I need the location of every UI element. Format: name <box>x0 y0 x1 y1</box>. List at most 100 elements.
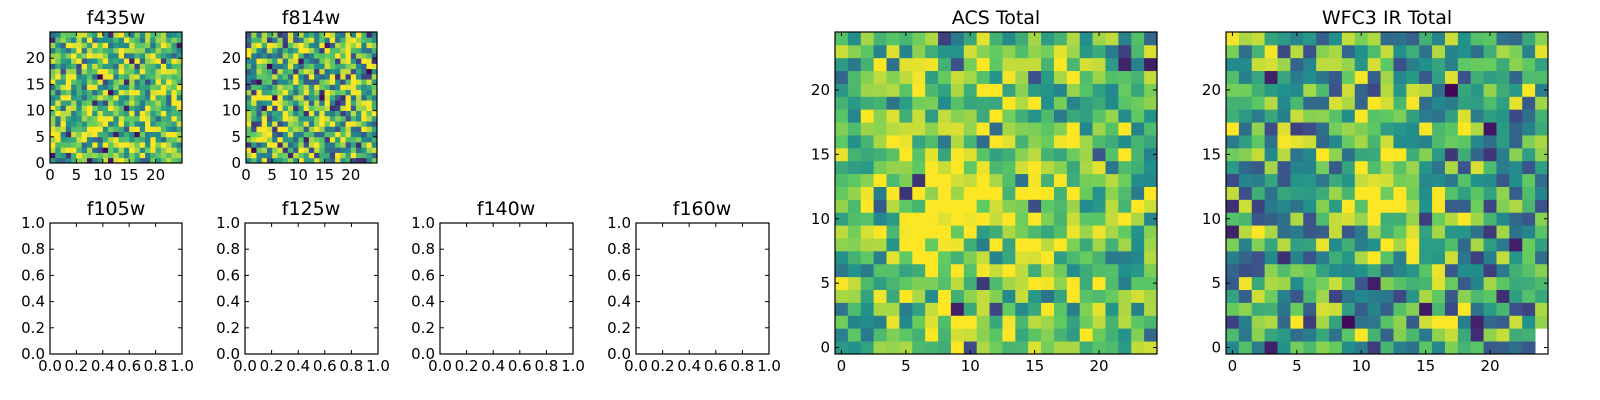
heatmap-cell <box>1367 250 1381 265</box>
heatmap-cell <box>50 126 56 132</box>
heatmap-cell <box>102 136 109 143</box>
heatmap-cell <box>912 83 926 97</box>
heatmap-cell <box>298 115 305 122</box>
heatmap-cell <box>287 89 294 96</box>
heatmap-cell <box>266 105 273 111</box>
heatmap-cell <box>1470 186 1484 200</box>
heatmap-cell <box>1118 70 1132 84</box>
heatmap-cell <box>886 83 900 97</box>
heatmap-cell <box>1316 70 1330 84</box>
heatmap-cell <box>303 79 310 85</box>
heatmap-cell <box>873 276 887 290</box>
heatmap-cell <box>1238 199 1253 213</box>
heatmap-cell <box>102 32 109 38</box>
heatmap-cell <box>1393 32 1407 46</box>
heatmap-cell <box>261 68 268 75</box>
heatmap-cell <box>134 115 141 122</box>
heatmap-cell <box>287 52 294 59</box>
heatmap-cell <box>86 100 93 106</box>
heatmap-cell <box>1092 212 1106 226</box>
heatmap-cell <box>150 131 156 138</box>
heatmap-cell <box>272 47 278 54</box>
heatmap-cell <box>1131 122 1145 136</box>
heatmap-cell <box>1226 225 1240 239</box>
heatmap-cell <box>1092 44 1106 59</box>
heatmap-cell <box>145 37 151 43</box>
heatmap-cell <box>1432 302 1446 316</box>
heatmap-cell <box>1092 341 1106 355</box>
heatmap-cell <box>847 263 862 278</box>
heatmap-cell <box>1380 70 1394 84</box>
heatmap-cell <box>350 121 357 127</box>
heatmap-cell <box>989 122 1003 136</box>
heatmap-cell <box>171 121 178 127</box>
heatmap-cell <box>350 52 357 59</box>
heatmap-cell <box>356 126 362 132</box>
heatmap-cell <box>1053 225 1068 239</box>
heatmap-cell <box>1131 147 1145 162</box>
heatmap-cell <box>1015 302 1029 316</box>
heatmap-cell <box>1053 32 1068 46</box>
heatmap-cell <box>1316 315 1330 329</box>
heatmap-cell <box>925 83 939 97</box>
heatmap-cell <box>251 105 257 111</box>
heatmap-cell <box>92 100 98 106</box>
heatmap-cell <box>1522 199 1536 213</box>
heatmap-cell <box>102 68 109 75</box>
heatmap-cell <box>293 47 299 54</box>
heatmap-cell <box>1483 173 1497 187</box>
heatmap-cell <box>108 79 114 85</box>
heatmap-cell <box>314 126 320 132</box>
heatmap-cell <box>71 58 77 64</box>
heatmap-cell <box>1028 302 1042 316</box>
heatmap-cell <box>171 136 178 143</box>
heatmap-cell <box>1303 276 1317 290</box>
heatmap-cell <box>129 105 135 111</box>
heatmap-cell <box>912 199 926 213</box>
heatmap-cell <box>860 199 875 213</box>
heatmap-cell <box>1316 83 1330 97</box>
heatmap-cell <box>925 135 939 149</box>
heatmap-cell <box>145 89 151 96</box>
heatmap-cell <box>1118 173 1132 187</box>
heatmap-cell <box>1131 238 1145 252</box>
heatmap-cell <box>171 68 178 75</box>
heatmap-cell <box>60 115 67 122</box>
heatmap-cell <box>261 110 268 117</box>
heatmap-cell <box>1341 96 1356 110</box>
heatmap-cell <box>81 94 88 101</box>
heatmap-cell <box>314 110 320 117</box>
heatmap-cell <box>912 44 926 59</box>
heatmap-cell <box>1432 70 1446 84</box>
heatmap-cell <box>1419 83 1433 97</box>
heatmap-cell <box>1251 212 1266 226</box>
heatmap-cells-f435w <box>50 32 183 164</box>
heatmap-cell <box>55 136 61 143</box>
heatmap-cell <box>303 89 310 96</box>
heatmap-cell <box>847 212 862 226</box>
heatmap-cell <box>65 73 72 80</box>
heatmap-cell <box>102 147 109 153</box>
heatmap-cell <box>1251 135 1266 149</box>
heatmap-cell <box>1367 96 1381 110</box>
heatmap-cell <box>324 63 331 70</box>
heatmap-cell <box>129 147 135 153</box>
heatmap-cell <box>277 47 284 54</box>
heatmap-cell <box>873 263 887 278</box>
heatmap-cell <box>1105 96 1119 110</box>
heatmap-cell <box>246 47 252 54</box>
heatmap-cell <box>1367 341 1381 355</box>
heatmap-cell <box>356 32 362 38</box>
heatmap-cell <box>886 289 900 303</box>
heatmap-cell <box>266 94 273 101</box>
heatmap-cell <box>123 100 130 106</box>
heatmap-cell <box>298 52 305 59</box>
heatmap-cell <box>134 63 141 70</box>
heatmap-cell <box>1496 83 1510 97</box>
heatmap-cell <box>1079 70 1093 84</box>
heatmap-cell <box>139 52 146 59</box>
heatmap-cell <box>1380 341 1394 355</box>
heatmap-cell <box>886 109 900 123</box>
x-tick-label: 5 <box>267 166 277 184</box>
heatmap-cell <box>160 136 167 143</box>
